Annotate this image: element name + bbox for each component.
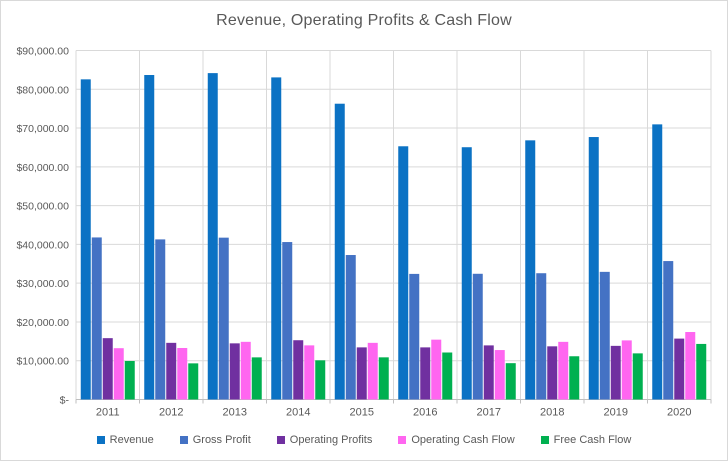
bar-revenue-2012 (144, 75, 155, 400)
x-axis-label-2013: 2013 (223, 407, 247, 419)
bar-operating-profits-2011 (102, 338, 113, 400)
bar-operating-cash-flow-2016 (431, 339, 442, 400)
bar-operating-profits-2014 (293, 340, 304, 400)
bar-free-cash-flow-2013 (251, 357, 262, 400)
x-axis-label-2015: 2015 (350, 407, 374, 419)
bar-revenue-2015 (334, 103, 345, 400)
y-axis-label: $60,000.00 (16, 162, 69, 174)
bar-operating-profits-2019 (610, 345, 621, 400)
bar-operating-cash-flow-2013 (240, 341, 251, 400)
bar-gross-profit-2017 (472, 273, 483, 400)
legend-swatch-icon (179, 436, 188, 444)
bar-free-cash-flow-2020 (696, 343, 707, 400)
legend-swatch-icon (540, 436, 549, 444)
bar-revenue-2017 (461, 147, 472, 400)
bar-gross-profit-2011 (91, 237, 102, 400)
legend-label: Operating Cash Flow (411, 434, 515, 446)
bar-revenue-2013 (207, 73, 218, 400)
bar-gross-profit-2013 (218, 237, 229, 400)
bar-revenue-2011 (80, 79, 91, 400)
legend-swatch-icon (276, 436, 285, 444)
legend-item-revenue: Revenue (96, 434, 154, 446)
y-axis-label: $10,000.00 (16, 356, 69, 368)
bar-free-cash-flow-2016 (442, 352, 453, 400)
legend-label: Gross Profit (192, 434, 251, 446)
bar-revenue-2020 (652, 124, 663, 400)
y-axis-label: $30,000.00 (16, 278, 69, 290)
x-axis-label-2019: 2019 (604, 407, 628, 419)
y-axis-label: $90,000.00 (16, 46, 69, 58)
bar-free-cash-flow-2017 (505, 363, 516, 400)
legend-label: Operating Profits (289, 434, 373, 446)
bar-operating-profits-2017 (483, 345, 494, 400)
bar-operating-profits-2018 (547, 346, 558, 400)
legend-item-free-cash-flow: Free Cash Flow (540, 434, 632, 446)
legend-label: Free Cash Flow (553, 434, 632, 446)
bar-gross-profit-2016 (409, 273, 420, 400)
bar-operating-profits-2020 (674, 338, 685, 400)
bar-operating-cash-flow-2011 (113, 348, 124, 400)
legend-swatch-icon (398, 436, 407, 444)
bar-operating-profits-2012 (166, 342, 177, 400)
bar-free-cash-flow-2018 (569, 356, 580, 400)
y-axis-label: $50,000.00 (16, 201, 69, 213)
bar-operating-profits-2013 (229, 343, 240, 400)
bar-operating-cash-flow-2012 (177, 347, 188, 400)
y-axis-label: $70,000.00 (16, 123, 69, 135)
x-axis-label-2011: 2011 (96, 407, 120, 419)
legend-swatch-icon (96, 436, 105, 444)
bar-operating-cash-flow-2015 (367, 342, 378, 400)
bar-free-cash-flow-2014 (315, 360, 326, 400)
y-axis-label: $- (60, 395, 70, 407)
bar-gross-profit-2015 (345, 255, 356, 400)
x-axis-label-2012: 2012 (159, 407, 183, 419)
bar-revenue-2016 (398, 146, 409, 400)
x-axis-label-2017: 2017 (477, 407, 501, 419)
bar-gross-profit-2018 (536, 273, 547, 400)
bar-operating-cash-flow-2020 (685, 332, 696, 400)
legend-label: Revenue (109, 434, 154, 446)
legend-item-operating-profits: Operating Profits (276, 434, 373, 446)
x-axis-label-2020: 2020 (667, 407, 691, 419)
y-axis-label: $40,000.00 (16, 239, 69, 251)
bar-operating-cash-flow-2014 (304, 345, 315, 400)
x-axis-label-2018: 2018 (540, 407, 564, 419)
bar-gross-profit-2012 (155, 239, 166, 400)
y-axis-label: $20,000.00 (16, 317, 69, 329)
x-axis-label-2016: 2016 (413, 407, 437, 419)
bar-operating-cash-flow-2017 (494, 350, 505, 400)
bar-revenue-2019 (588, 137, 599, 400)
bar-operating-cash-flow-2019 (621, 340, 632, 400)
y-axis-label: $80,000.00 (16, 84, 69, 96)
bar-gross-profit-2020 (663, 261, 674, 400)
legend: Revenue Gross Profit Operating Profits Oper… (1, 434, 727, 446)
bar-free-cash-flow-2011 (124, 361, 135, 400)
bar-revenue-2014 (271, 77, 282, 400)
bar-free-cash-flow-2015 (378, 357, 389, 400)
bar-gross-profit-2019 (599, 271, 610, 400)
bar-revenue-2018 (525, 140, 536, 400)
legend-item-operating-cash-flow: Operating Cash Flow (398, 434, 515, 446)
legend-item-gross-profit: Gross Profit (179, 434, 251, 446)
chart-title: Revenue, Operating Profits & Cash Flow (216, 12, 512, 29)
bar-gross-profit-2014 (282, 242, 293, 400)
bar-operating-profits-2016 (420, 347, 431, 400)
bar-operating-profits-2015 (356, 347, 367, 400)
bar-free-cash-flow-2012 (188, 363, 199, 400)
bar-free-cash-flow-2019 (632, 353, 643, 400)
x-axis-label-2014: 2014 (286, 407, 310, 419)
bar-operating-cash-flow-2018 (558, 341, 569, 400)
